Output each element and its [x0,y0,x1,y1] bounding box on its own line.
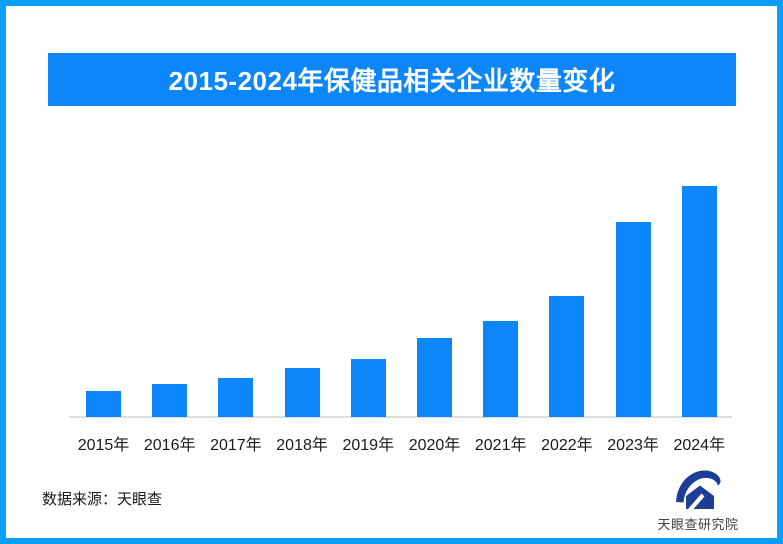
bar-2019年 [350,359,386,417]
x-axis-label-2024年: 2024年 [673,437,726,454]
tianyancha-logo-label: 天眼查研究院 [657,517,739,532]
x-axis-label-2015年: 2015年 [77,437,130,454]
bar-2023年 [615,222,651,417]
x-axis-label-2021年: 2021年 [474,437,527,454]
x-axis-line [69,416,732,418]
bar-2015年 [86,391,121,417]
x-axis-label-2017年: 2017年 [210,437,262,454]
x-axis-label-2019年: 2019年 [342,437,395,454]
bar-2018年 [284,368,320,417]
x-axis-label-2023年: 2023年 [607,437,659,454]
tianyancha-logo-icon [676,470,721,509]
bar-2016年 [152,384,188,417]
bar-2020年 [417,338,452,417]
bar-2024年 [681,186,717,417]
x-axis-label-2016年: 2016年 [143,437,196,454]
bar-2022年 [549,296,585,417]
x-axis-label-2018年: 2018年 [276,437,328,454]
chart-title: 2015-2024年保健品相关企业数量变化 [168,66,616,96]
title-banner: 2015-2024年保健品相关企业数量变化 [48,53,736,106]
bar-2017年 [218,378,254,417]
tianyancha-logo: 天眼查研究院 [648,466,748,533]
bar-2021年 [483,321,519,417]
x-axis-label-2020年: 2020年 [408,437,461,454]
x-axis-label-2022年: 2022年 [541,437,593,454]
data-source-note: 数据来源：天眼查 [42,491,163,508]
